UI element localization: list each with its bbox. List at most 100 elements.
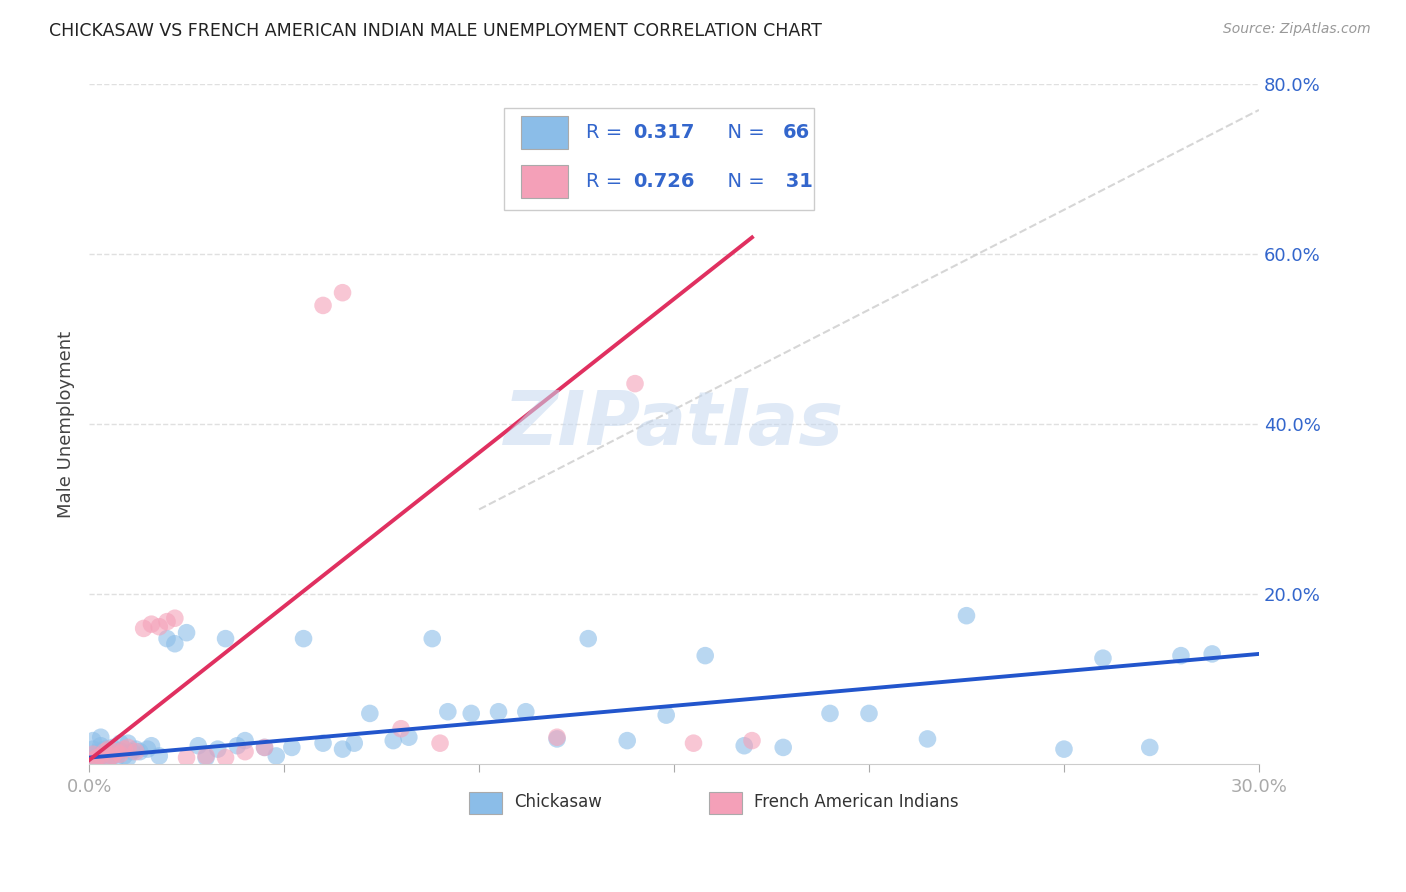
Point [132,622,155,636]
Point [97,752,120,766]
Point [176,750,198,764]
Point [437,705,460,719]
Point [488,705,510,719]
FancyBboxPatch shape [520,165,568,198]
Point [253,740,276,755]
Text: CHICKASAW VS FRENCH AMERICAN INDIAN MALE UNEMPLOYMENT CORRELATION CHART: CHICKASAW VS FRENCH AMERICAN INDIAN MALE… [49,22,823,40]
Point [429,736,451,750]
Point [93,745,115,759]
Point [136,742,159,756]
Point [382,733,405,747]
Point [82,750,104,764]
Point [101,748,124,763]
Point [655,708,678,723]
Point [141,617,163,632]
Point [733,739,755,753]
Text: 0.317: 0.317 [633,123,695,142]
FancyBboxPatch shape [520,116,568,149]
Point [253,740,276,755]
Point [1170,648,1192,663]
Point [117,736,139,750]
Point [1053,742,1076,756]
Point [93,742,115,756]
Point [195,748,218,763]
Point [90,748,112,763]
Point [141,739,163,753]
Point [359,706,381,721]
Point [195,750,218,764]
Point [86,746,108,760]
Text: Chickasaw: Chickasaw [513,793,602,811]
Text: N =: N = [716,172,770,191]
Point [233,745,256,759]
Point [110,736,132,750]
Point [163,611,186,625]
Point [156,615,179,629]
Point [156,632,179,646]
Point [128,745,150,759]
Point [624,376,647,391]
Point [105,750,128,764]
Point [97,745,120,759]
Point [576,632,599,646]
Point [772,740,794,755]
Point [955,608,977,623]
Text: R =: R = [586,172,628,191]
Point [1139,740,1161,755]
Point [93,750,115,764]
Point [1201,647,1223,661]
Point [515,705,537,719]
Text: Source: ZipAtlas.com: Source: ZipAtlas.com [1223,22,1371,37]
Point [117,750,139,764]
FancyBboxPatch shape [470,792,502,814]
Point [110,744,132,758]
Point [101,748,124,763]
Point [389,722,412,736]
Point [332,742,354,756]
Point [125,742,148,756]
Point [312,736,335,750]
Point [90,730,112,744]
Point [121,745,143,759]
Point [695,648,717,663]
Point [207,742,229,756]
Point [163,637,186,651]
Point [420,632,443,646]
Point [682,736,704,750]
Point [110,747,132,762]
Point [112,742,135,756]
Point [90,739,112,753]
Point [82,753,104,767]
Text: 0.726: 0.726 [633,172,695,191]
Point [226,739,249,753]
FancyBboxPatch shape [505,108,814,211]
Text: ZIPatlas: ZIPatlas [503,388,844,461]
Point [187,739,209,753]
Point [214,632,236,646]
Y-axis label: Male Unemployment: Male Unemployment [58,331,75,518]
Point [233,733,256,747]
Point [343,736,366,750]
Point [105,745,128,759]
Point [332,285,354,300]
Point [312,298,335,312]
Point [546,731,568,746]
Point [818,706,841,721]
Point [86,750,108,764]
Text: N =: N = [716,123,770,142]
Point [546,730,568,744]
Point [460,706,482,721]
Point [148,620,170,634]
FancyBboxPatch shape [709,792,742,814]
Point [90,748,112,763]
Point [82,747,104,762]
Point [97,752,120,766]
Text: R =: R = [586,123,628,142]
Point [616,733,638,747]
Point [82,742,104,756]
Point [917,731,939,746]
Point [125,745,148,759]
Point [82,733,104,747]
Point [292,632,315,646]
Point [97,742,120,756]
